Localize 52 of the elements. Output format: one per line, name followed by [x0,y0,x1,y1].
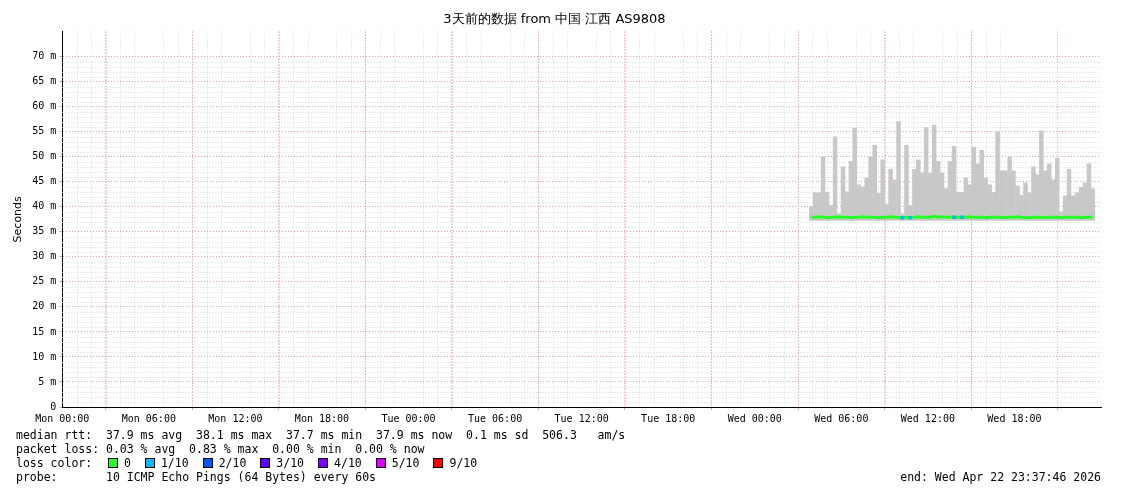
bar [872,144,877,221]
y-tick-label: 70 m [32,50,57,62]
x-tick-label: Tue 18:00 [641,412,696,424]
bar [979,149,984,221]
text: probe: 10 ICMP Echo Pings (64 Bytes) every 60s [16,470,377,484]
text: packet loss: 0.03 % avg 0.83 % max 0.00 % min 0.00 % now [16,442,426,456]
x-tick-label: Wed 06:00 [814,412,869,424]
bar [904,144,909,221]
legend-label: 3/10 [276,456,305,470]
x-tick-label: Tue 12:00 [554,412,609,424]
y-tick-label: 65 m [32,75,57,87]
y-tick-label: 20 m [32,300,57,312]
x-tick-label: Mon 00:00 [35,412,90,424]
bar [896,121,901,221]
bar [1039,130,1044,221]
y-tick-label: 5 m [38,375,57,387]
x-tick-label: Mon 12:00 [208,412,263,424]
bar [1047,163,1052,221]
x-tick-label: Tue 06:00 [467,412,523,424]
text: end: Wed Apr 22 23:37:46 2026 [900,470,1101,484]
y-tick-label: 35 m [32,225,57,237]
y-axis-title: Seconds [11,195,25,243]
legend-label: 0 [124,456,131,470]
y-tick-label: 15 m [32,325,57,337]
y-tick-label: 40 m [32,200,57,212]
y-tick-label: 10 m [32,350,57,362]
legend-label: 4/10 [334,456,362,470]
chart-title: 3天前的数据 from 中国 江西 AS9808 [443,11,666,27]
y-tick-label: 55 m [32,125,57,137]
legend-label: 2/10 [218,456,247,470]
bar [880,159,885,221]
y-tick-label: 50 m [32,150,57,162]
x-tick-label: Wed 12:00 [900,412,955,424]
x-tick-label: Wed 18:00 [987,412,1042,424]
legend-label: 9/10 [449,456,478,470]
y-tick-label: 45 m [32,175,57,187]
legend-label: 5/10 [391,456,420,470]
y-tick-label: 60 m [32,100,57,112]
x-tick-label: Mon 06:00 [121,412,176,424]
legend-title: loss color: [16,456,94,470]
x-tick-label: Tue 00:00 [381,412,436,424]
bar [995,131,1000,221]
y-tick-label: 30 m [32,250,57,262]
y-tick-label: 25 m [32,275,57,287]
x-tick-label: Wed 00:00 [727,412,782,424]
bar [1007,156,1012,221]
bar [1023,182,1028,221]
text: median rtt: 37.9 ms avg 38.1 ms max 37.7 ms min 37.9 ms now 0.1 ms sd 506.3 am/s [16,428,627,442]
y-tick-label: 0 [50,400,57,412]
x-tick-label: Mon 18:00 [294,412,350,424]
legend-label: 1/10 [160,456,189,470]
bar [916,159,921,221]
